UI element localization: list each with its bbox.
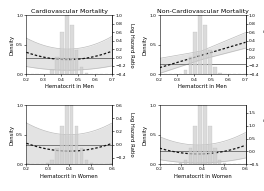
Bar: [55, 148, 59, 164]
Y-axis label: Log Hazard Ratio: Log Hazard Ratio: [262, 112, 264, 157]
Bar: [50, 70, 54, 74]
Bar: [213, 67, 216, 74]
Bar: [60, 32, 64, 74]
Bar: [208, 126, 212, 164]
Bar: [194, 126, 197, 164]
Bar: [218, 73, 221, 74]
Bar: [70, 25, 73, 74]
Bar: [203, 25, 207, 74]
Y-axis label: Log Hazard Ratio: Log Hazard Ratio: [262, 23, 264, 67]
Bar: [60, 126, 64, 164]
X-axis label: Hematocrit in Women: Hematocrit in Women: [40, 174, 98, 179]
Bar: [199, 105, 202, 164]
Bar: [188, 57, 192, 74]
Bar: [85, 160, 88, 164]
Bar: [75, 50, 78, 74]
Y-axis label: Log Hazard Ratio: Log Hazard Ratio: [129, 23, 134, 67]
Bar: [45, 163, 49, 164]
Bar: [183, 70, 187, 74]
Bar: [50, 160, 54, 164]
Bar: [199, 15, 202, 74]
Bar: [179, 163, 182, 164]
X-axis label: Hematocrit in Men: Hematocrit in Men: [178, 84, 227, 89]
Bar: [55, 57, 59, 74]
Bar: [80, 148, 83, 164]
Bar: [188, 148, 192, 164]
Bar: [85, 73, 88, 74]
X-axis label: Hematocrit in Women: Hematocrit in Women: [174, 174, 232, 179]
Y-axis label: Density: Density: [142, 35, 147, 55]
Bar: [65, 105, 69, 164]
Bar: [65, 15, 69, 74]
Bar: [223, 163, 227, 164]
Bar: [203, 105, 207, 164]
Y-axis label: Density: Density: [142, 125, 147, 145]
Title: Cardiovascular Mortality: Cardiovascular Mortality: [31, 9, 108, 14]
Y-axis label: Density: Density: [9, 35, 14, 55]
Bar: [184, 160, 187, 164]
Bar: [208, 50, 212, 74]
X-axis label: Hematocrit in Men: Hematocrit in Men: [45, 84, 94, 89]
Title: Non-Cardiovascular Mortality: Non-Cardiovascular Mortality: [157, 9, 248, 14]
Y-axis label: Log Hazard Ratio: Log Hazard Ratio: [129, 112, 134, 157]
Bar: [70, 105, 73, 164]
Bar: [75, 126, 78, 164]
Bar: [218, 160, 221, 164]
Bar: [90, 163, 93, 164]
Y-axis label: Density: Density: [9, 125, 14, 145]
Bar: [80, 67, 83, 74]
Bar: [213, 148, 216, 164]
Bar: [194, 32, 197, 74]
